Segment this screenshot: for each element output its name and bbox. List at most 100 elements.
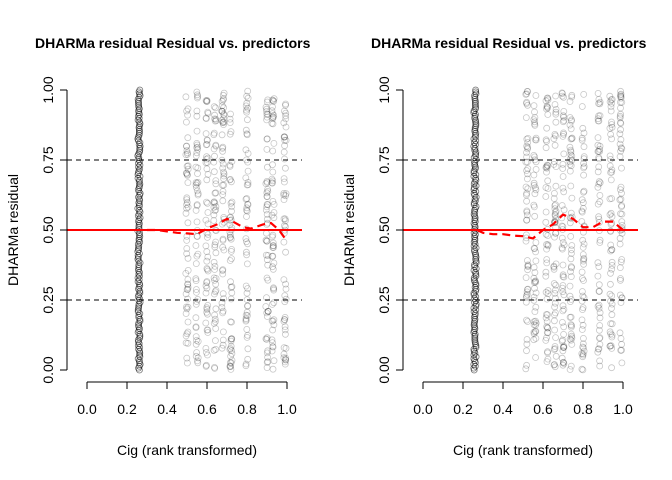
data-point: [194, 190, 202, 198]
data-point: [531, 121, 539, 129]
data-point: [184, 219, 192, 227]
data-point: [550, 158, 558, 166]
data-point: [228, 335, 236, 343]
data-point: [193, 357, 201, 365]
data-point: [523, 88, 531, 95]
data-point: [568, 194, 576, 202]
data-point: [608, 99, 615, 107]
data-point: [269, 244, 277, 251]
data-point: [579, 306, 586, 314]
data-point: [263, 203, 271, 211]
data-point: [211, 207, 219, 215]
data-point: [226, 233, 234, 241]
data-point: [184, 266, 192, 274]
data-point: [608, 219, 616, 227]
x-tick-label: 0.0: [413, 401, 433, 417]
data-point: [226, 346, 234, 354]
data-point: [280, 107, 288, 115]
data-point: [552, 309, 559, 317]
data-point: [566, 282, 574, 290]
data-point: [608, 121, 616, 128]
data-point: [193, 107, 201, 115]
data-point: [281, 142, 289, 150]
data-point: [524, 285, 532, 293]
data-point: [543, 105, 550, 113]
data-point: [532, 186, 540, 194]
data-point: [269, 97, 277, 104]
data-point: [203, 165, 211, 173]
data-point: [543, 334, 550, 342]
data-point: [618, 145, 626, 153]
data-point: [567, 295, 575, 303]
data-point: [182, 118, 190, 126]
data-point: [182, 151, 190, 159]
data-point: [192, 324, 200, 332]
data-point: [226, 221, 234, 229]
data-point: [551, 289, 559, 297]
data-point: [204, 220, 212, 228]
data-point: [219, 341, 227, 349]
data-point: [203, 257, 211, 265]
data-point: [551, 219, 559, 227]
data-point: [532, 257, 540, 265]
data-point: [567, 162, 575, 170]
data-point: [579, 292, 587, 300]
data-point: [522, 183, 530, 191]
data-point: [226, 130, 234, 138]
data-point: [596, 314, 604, 322]
data-point: [242, 316, 250, 324]
data-point: [193, 349, 201, 356]
data-point: [263, 193, 271, 201]
data-point: [204, 253, 212, 261]
data-point: [269, 343, 277, 351]
data-point: [184, 203, 192, 211]
data-point: [542, 184, 550, 191]
data-point: [219, 328, 227, 336]
data-point: [280, 276, 288, 284]
data-point: [211, 189, 219, 197]
data-point: [608, 195, 615, 202]
data-point: [617, 210, 624, 218]
data-point: [559, 245, 566, 253]
x-tick-label: 0.6: [533, 401, 553, 417]
data-point: [263, 256, 271, 264]
data-point: [268, 175, 276, 183]
data-point: [532, 354, 539, 361]
data-point: [595, 100, 602, 107]
data-point: [183, 204, 191, 212]
data-point: [210, 158, 218, 166]
data-point: [523, 98, 530, 106]
data-point: [182, 332, 190, 340]
data-point: [595, 287, 603, 295]
data-point: [219, 307, 227, 315]
data-point: [244, 302, 252, 310]
data-point: [559, 173, 567, 180]
data-point: [579, 243, 587, 251]
data-point: [559, 261, 567, 269]
data-point: [618, 340, 625, 348]
data-point: [270, 209, 278, 216]
data-point: [219, 290, 227, 298]
data-point: [228, 207, 235, 215]
data-point: [184, 283, 192, 291]
data-point: [242, 126, 250, 134]
data-point: [580, 277, 587, 284]
data-point: [558, 92, 566, 100]
data-point: [595, 112, 602, 120]
data-point: [607, 209, 615, 217]
data-point: [580, 163, 588, 171]
data-point: [218, 102, 226, 109]
data-point: [608, 166, 616, 174]
data-point: [242, 282, 250, 290]
data-point: [212, 238, 220, 246]
data-point: [616, 329, 624, 337]
data-point: [530, 263, 538, 271]
data-point: [282, 109, 290, 117]
data-point: [544, 185, 552, 192]
data-point: [210, 145, 218, 153]
data-point: [212, 286, 220, 294]
data-point: [269, 103, 276, 111]
data-point: [184, 149, 191, 157]
data-point: [530, 274, 538, 282]
